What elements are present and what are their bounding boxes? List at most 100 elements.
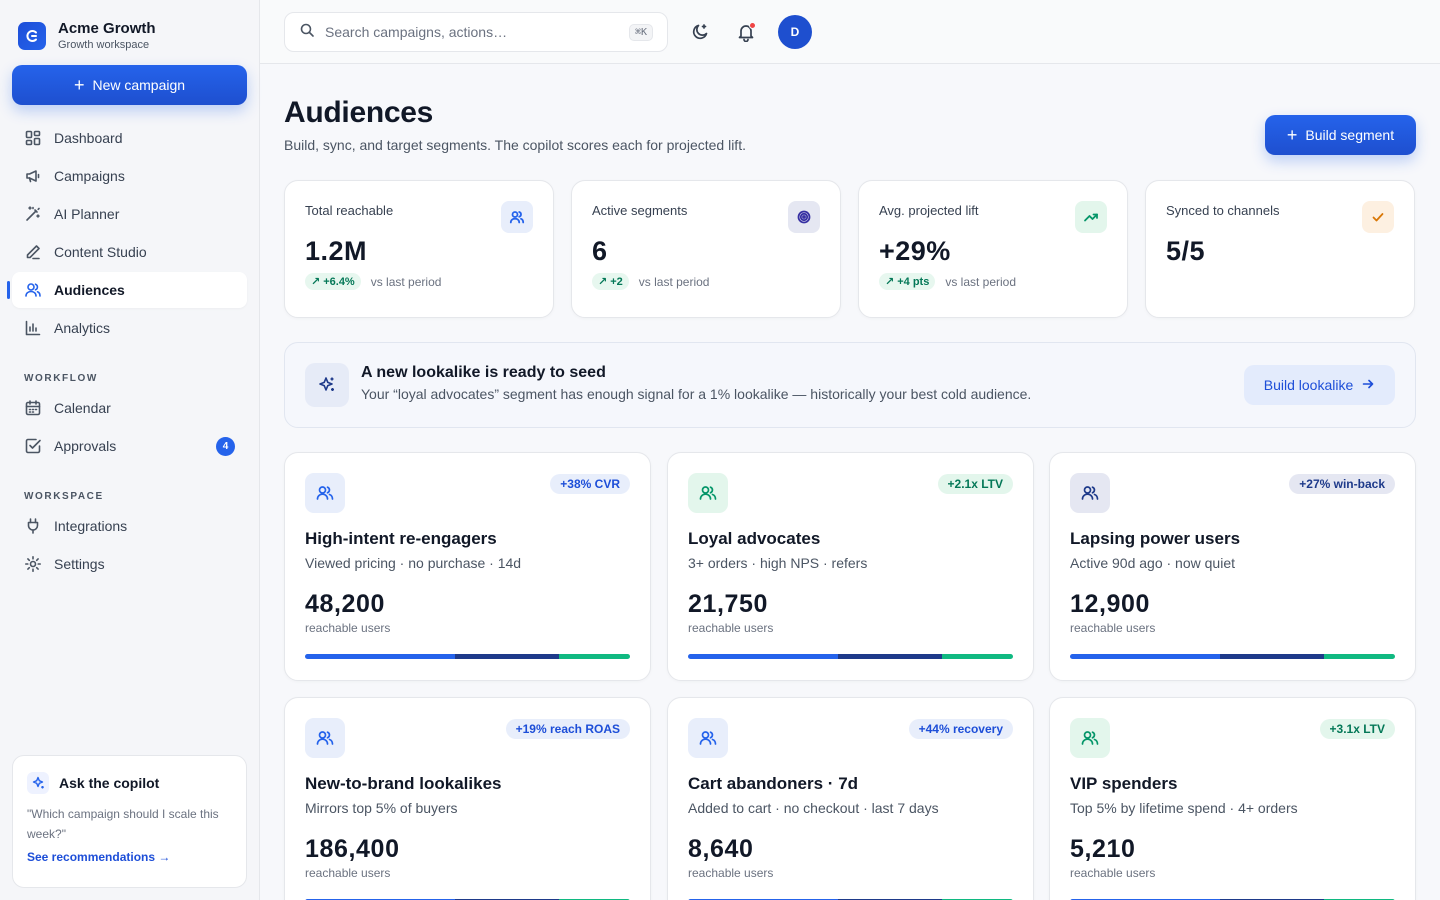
section-title-workflow: WORKFLOW (24, 373, 98, 384)
delta-value: +4 pts (897, 275, 930, 288)
new-campaign-button[interactable]: + New campaign (12, 65, 247, 105)
sidebar-item-ai-planner[interactable]: AI Planner (12, 196, 247, 232)
sidebar-item-settings[interactable]: Settings (12, 546, 247, 582)
see-recommendations-link[interactable]: See recommendations → (27, 850, 171, 864)
brand-name: Acme Growth (58, 20, 156, 37)
lookalike-banner: A new lookalike is ready to seed Your “l… (284, 342, 1416, 428)
segment-count: 21,750 (688, 590, 769, 618)
stat-value: 6 (592, 236, 608, 266)
sidebar-item-integrations[interactable]: Integrations (12, 508, 247, 544)
banner-text: Your “loyal advocates” segment has enoug… (361, 386, 1032, 402)
sidebar-item-analytics[interactable]: Analytics (12, 310, 247, 346)
sidebar-item-content-studio[interactable]: Content Studio (12, 234, 247, 270)
segment-badge: +27% win-back (1289, 474, 1395, 494)
banner-title: A new lookalike is ready to seed (361, 364, 606, 381)
delta-note: vs last period (638, 274, 710, 289)
stat-label: Active segments (592, 203, 688, 218)
segment-unit: reachable users (688, 621, 774, 635)
segment-card[interactable]: +44% recovery Cart abandoners · 7d Added… (667, 697, 1034, 900)
build-segment-button[interactable]: + Build segment (1265, 115, 1416, 155)
sidebar-nav: Dashboard Campaigns AI Planner Content S… (7, 120, 247, 584)
delta-pill: ↗ +2 (592, 273, 629, 290)
sidebar-item-approvals[interactable]: Approvals 4 (12, 428, 247, 464)
sidebar-item-label: Calendar (54, 400, 111, 416)
segment-card[interactable]: +2.1x LTV Loyal advocates 3+ orders · hi… (667, 452, 1034, 681)
copilot-card: Ask the copilot "Which campaign should I… (12, 755, 247, 888)
segment-description: Mirrors top 5% of buyers (305, 800, 458, 816)
segment-name: New-to-brand lookalikes (305, 774, 502, 793)
segment-count: 186,400 (305, 835, 400, 863)
stat-card-synced-to-channels: Synced to channels 5/5 (1145, 180, 1415, 318)
sidebar-item-campaigns[interactable]: Campaigns (12, 158, 247, 194)
trend-up-icon (1075, 201, 1107, 233)
bell-icon[interactable] (734, 20, 758, 44)
segment-badge: +38% CVR (550, 474, 630, 494)
segment-description: Active 90d ago · now quiet (1070, 555, 1235, 571)
build-lookalike-button[interactable]: Build lookalike (1244, 365, 1395, 405)
segment-badge: +2.1x LTV (937, 474, 1013, 494)
sparkle-icon (305, 363, 349, 407)
segment-description: 3+ orders · high NPS · refers (688, 555, 868, 571)
sidebar-item-audiences[interactable]: Audiences (7, 272, 247, 308)
page-subtitle: Build, sync, and target segments. The co… (284, 137, 746, 153)
stat-value: 1.2M (305, 236, 368, 266)
sidebar-item-calendar[interactable]: Calendar (12, 390, 247, 426)
users-icon (305, 473, 345, 513)
users-icon (1070, 718, 1110, 758)
target-icon (788, 201, 820, 233)
users-icon (24, 281, 42, 299)
magic-wand-icon (24, 205, 42, 223)
segment-name: VIP spenders (1070, 774, 1178, 793)
search-input[interactable]: Search campaigns, actions… ⌘K (284, 12, 668, 52)
users-icon (1070, 473, 1110, 513)
build-segment-label: Build segment (1305, 127, 1395, 143)
plus-icon: + (73, 75, 85, 95)
delta-value: +2 (610, 275, 623, 288)
trend-up-icon: ↗ (598, 276, 608, 288)
segment-unit: reachable users (688, 866, 774, 880)
sidebar-item-label: Settings (54, 556, 105, 572)
segment-name: High-intent re-engagers (305, 529, 497, 548)
sidebar-item-label: Content Studio (54, 244, 147, 260)
segment-description: Top 5% by lifetime spend · 4+ orders (1070, 800, 1298, 816)
theme-toggle-icon[interactable] (688, 20, 712, 44)
notification-dot (749, 22, 756, 29)
approvals-count-badge: 4 (216, 437, 235, 456)
trend-up-icon: ↗ (885, 276, 895, 288)
search-icon (299, 22, 315, 43)
segment-name: Lapsing power users (1070, 529, 1241, 548)
segment-card[interactable]: +27% win-back Lapsing power users Active… (1049, 452, 1416, 681)
plus-icon: + (1286, 125, 1298, 145)
segment-unit: reachable users (1070, 621, 1156, 635)
segment-card[interactable]: +3.1x LTV VIP spenders Top 5% by lifetim… (1049, 697, 1416, 900)
sidebar-item-label: Audiences (54, 282, 125, 298)
sparkle-icon (27, 772, 49, 794)
delta-value: +6.4% (323, 275, 355, 288)
segment-card[interactable]: +19% reach ROAS New-to-brand lookalikes … (284, 697, 651, 900)
search-placeholder: Search campaigns, actions… (325, 24, 508, 40)
segment-badge: +44% recovery (908, 719, 1013, 739)
stat-value: +29% (879, 236, 951, 266)
segment-unit: reachable users (1070, 866, 1156, 880)
delta-note: vs last period (945, 274, 1017, 289)
brand[interactable]: Acme Growth Growth workspace (18, 20, 156, 52)
check-icon (1362, 201, 1394, 233)
section-title-workspace: WORKSPACE (24, 491, 104, 502)
avatar[interactable]: D (778, 15, 812, 49)
sidebar-item-label: Integrations (54, 518, 128, 534)
trend-up-icon: ↗ (311, 276, 321, 288)
copilot-question: "Which campaign should I scale this week… (27, 807, 219, 841)
checkbox-icon (24, 437, 42, 455)
grid-icon (24, 129, 42, 147)
arrow-right-icon (1361, 377, 1375, 394)
segment-count: 12,900 (1070, 590, 1151, 618)
brand-logo (18, 22, 46, 50)
users-icon (688, 473, 728, 513)
sidebar-item-dashboard[interactable]: Dashboard (12, 120, 247, 156)
segment-unit: reachable users (305, 621, 391, 635)
topbar: Search campaigns, actions… ⌘K D (260, 0, 1440, 64)
segment-card[interactable]: +38% CVR High-intent re-engagers Viewed … (284, 452, 651, 681)
sidebar-item-label: Approvals (54, 438, 117, 454)
segment-badge: +19% reach ROAS (505, 719, 630, 739)
sidebar-item-label: AI Planner (54, 206, 120, 222)
